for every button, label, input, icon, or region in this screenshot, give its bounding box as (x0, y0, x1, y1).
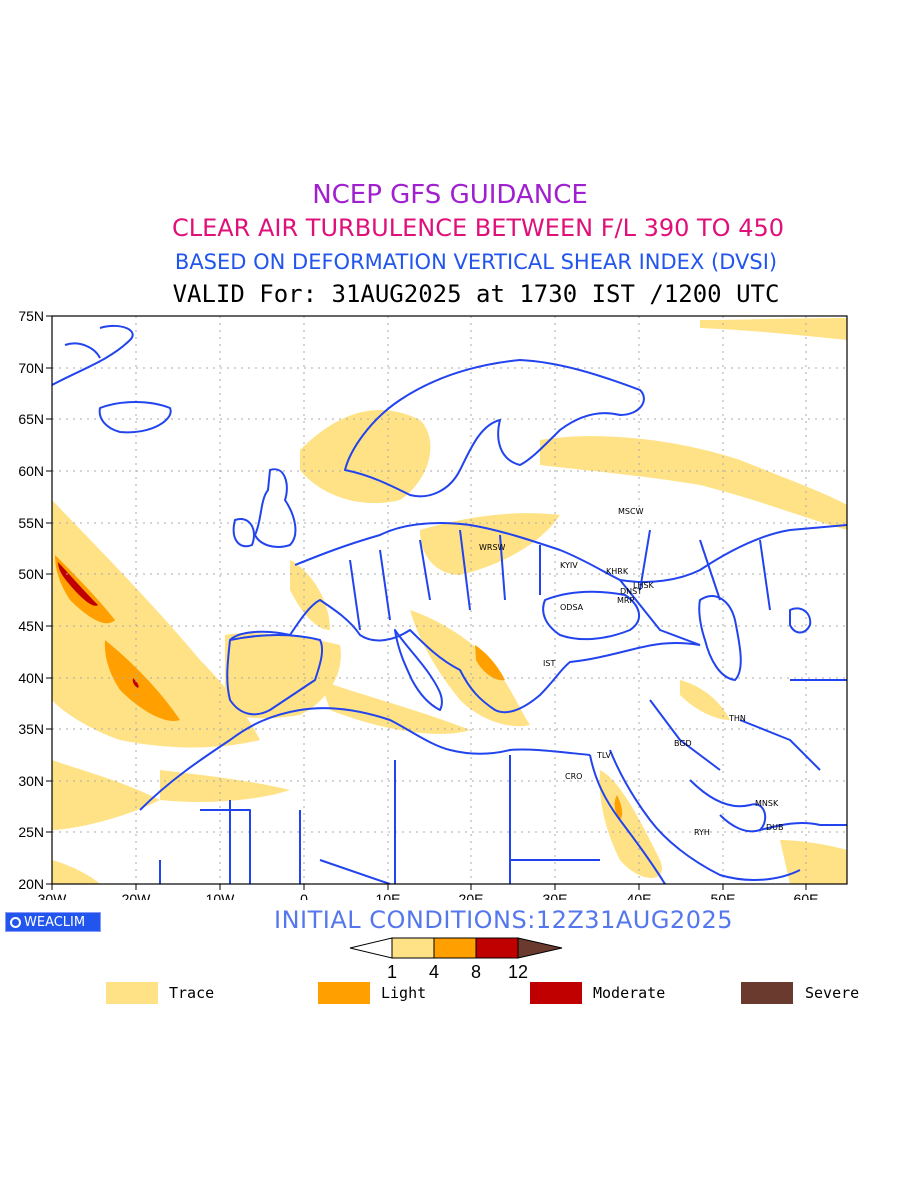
lon-label: 30W (38, 891, 68, 900)
lat-label: 55N (18, 515, 44, 531)
coastlines (52, 324, 847, 884)
longitude-labels: 30W 20W 10W 0 10E 20E 30E 40E 50E 60E (38, 891, 819, 900)
lat-label: 75N (18, 308, 44, 324)
lon-label: 40E (627, 891, 652, 900)
legend-light-swatch (318, 982, 370, 1004)
caspian-sea (698, 595, 742, 681)
greenland-coast (52, 324, 134, 386)
colorbar-below-arrow (349, 937, 393, 959)
italy (394, 629, 443, 711)
city-tlv: TLV (596, 751, 611, 760)
legend-trace-swatch (106, 982, 158, 1004)
lat-label: 65N (18, 411, 44, 427)
colorbar-trace (391, 937, 435, 959)
city-ist: IST (543, 659, 555, 668)
lon-label: 50E (711, 891, 736, 900)
city-mrp: MRP (617, 596, 634, 605)
lat-label: 50N (18, 566, 44, 582)
arabia-coast (609, 749, 801, 882)
lon-label: 10W (206, 891, 236, 900)
lon-label: 20E (459, 891, 484, 900)
lat-label: 30N (18, 773, 44, 789)
turbulence-shading (52, 318, 847, 884)
city-thn: THN (728, 714, 746, 723)
great-britain (254, 468, 297, 548)
city-mscw: MSCW (618, 507, 644, 516)
colorbar-tick: 8 (471, 962, 481, 982)
lon-label: 30E (543, 891, 568, 900)
legend-trace-label: Trace (169, 984, 215, 1002)
logo-ring-icon (10, 917, 21, 928)
colorbar-light (433, 937, 477, 959)
colorbar-tick: 12 (508, 962, 528, 982)
plot-frame (51, 315, 848, 885)
city-mnsk: MNSK (755, 799, 779, 808)
iberian-peninsula (226, 634, 324, 716)
chart-title-line1: NCEP GFS GUIDANCE (312, 180, 588, 210)
mediterranean-north-coast (229, 599, 701, 714)
colorbar: 1 4 8 12 (349, 937, 563, 982)
logo-text: WEACLIM (24, 915, 86, 930)
chart-title-line2: CLEAR AIR TURBULENCE BETWEEN F/L 390 TO … (171, 214, 785, 242)
lat-label: 70N (18, 360, 44, 376)
initial-conditions: INITIAL CONDITIONS:12Z31AUG2025 (274, 906, 734, 934)
legend-severe-swatch (741, 982, 793, 1004)
city-dub: DUB (766, 823, 784, 832)
colorbar-tick: 4 (429, 962, 439, 982)
legend-moderate-swatch (530, 982, 582, 1004)
city-bgd: BGD (674, 739, 692, 748)
lat-label: 45N (18, 618, 44, 634)
lat-label: 35N (18, 721, 44, 737)
legend-light-label: Light (381, 984, 427, 1002)
city-labels: MSCW WRSW KYIV KHRK LHSK DNST MRP ODSA I… (479, 507, 784, 837)
chart-title-line3: BASED ON DEFORMATION VERTICAL SHEAR INDE… (174, 250, 778, 274)
turbulence-map: MSCW WRSW KYIV KHRK LHSK DNST MRP ODSA I… (18, 308, 848, 900)
north-africa-coast (139, 707, 591, 811)
scandinavia-coast (344, 359, 645, 498)
weaclim-logo: WEACLIM (5, 912, 101, 932)
colorbar-severe-arrow (517, 937, 563, 959)
city-odsa: ODSA (560, 603, 584, 612)
black-sea (542, 590, 640, 641)
latitude-labels: 75N 70N 65N 60N 55N 50N 45N 40N 35N 30N … (18, 308, 44, 892)
lat-label: 40N (18, 670, 44, 686)
lat-label: 25N (18, 824, 44, 840)
lat-label: 20N (18, 876, 44, 892)
legend-moderate-label: Moderate (593, 984, 666, 1002)
lon-label: 10E (376, 891, 401, 900)
legend-severe-label: Severe (805, 984, 860, 1002)
valid-time-line: VALID For: 31AUG2025 at 1730 IST /1200 U… (172, 280, 780, 308)
iceland (98, 401, 172, 434)
city-ryh: RYH (694, 828, 710, 837)
city-cro: CRO (565, 772, 582, 781)
city-kyiv: KYIV (560, 561, 578, 570)
ireland (232, 518, 255, 548)
colorbar-moderate (475, 937, 519, 959)
city-dnst: DNST (620, 587, 642, 596)
lon-label: 20W (122, 891, 152, 900)
persian-gulf (689, 779, 767, 833)
colorbar-tick: 1 (387, 962, 397, 982)
red-sea-west (589, 754, 666, 884)
city-khrk: KHRK (606, 567, 629, 576)
lon-label: 60E (794, 891, 819, 900)
lat-label: 60N (18, 463, 44, 479)
lon-label: 0 (300, 891, 308, 900)
city-wrsw: WRSW (479, 543, 506, 552)
north-coast (294, 522, 847, 583)
city-lhsk: LHSK (633, 581, 655, 590)
